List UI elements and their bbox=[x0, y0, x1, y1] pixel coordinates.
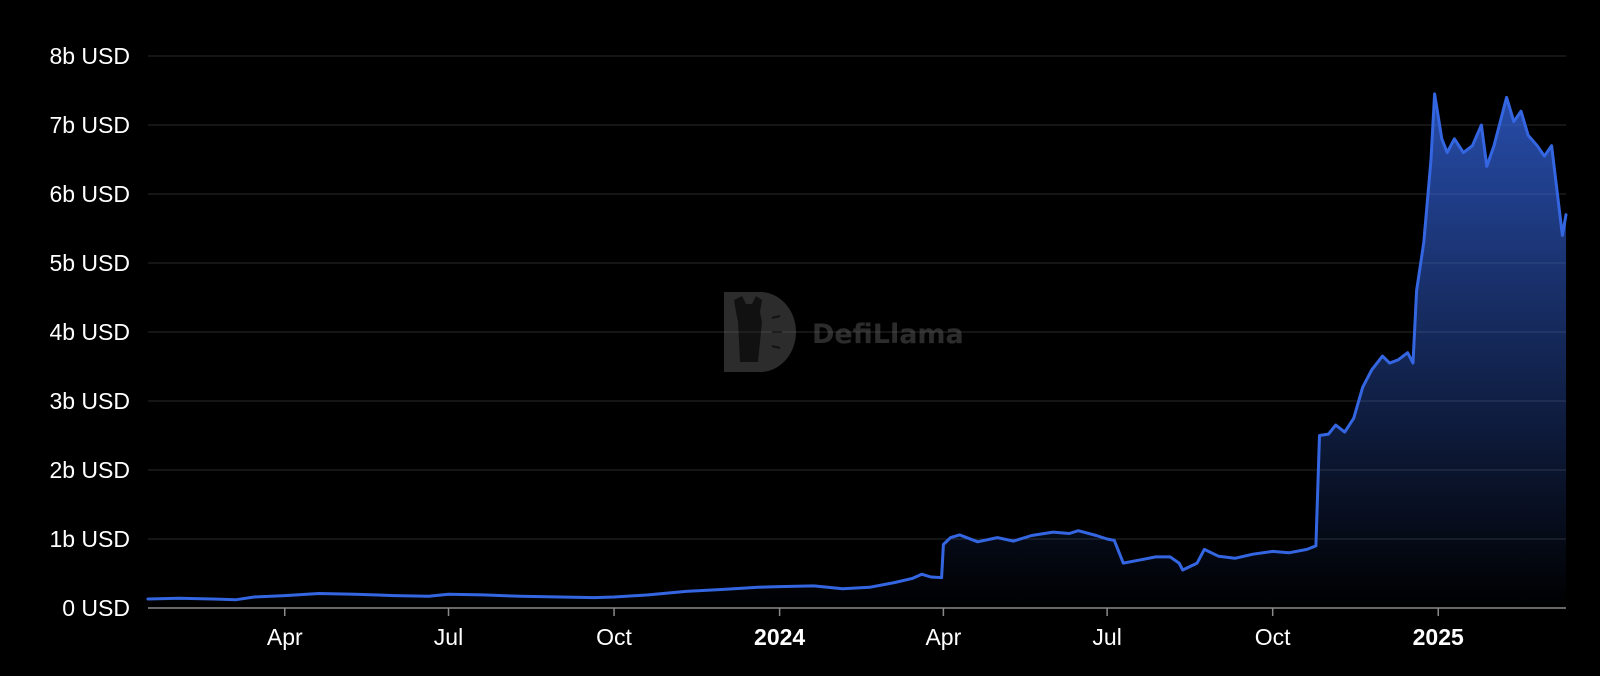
x-tick-label: Jul bbox=[1092, 624, 1121, 650]
y-tick-label: 4b USD bbox=[49, 319, 130, 345]
series-layer bbox=[146, 92, 1568, 608]
x-tick-label: Jul bbox=[434, 624, 463, 650]
watermark: DefiLlama bbox=[724, 292, 964, 372]
llama-logo-icon bbox=[724, 292, 796, 372]
series-line bbox=[146, 92, 1568, 602]
y-tick-label: 3b USD bbox=[49, 388, 130, 414]
y-tick-label: 2b USD bbox=[49, 457, 130, 483]
y-axis-ticks: 0 USD 1b USD 2b USD 3b USD 4b USD 5b USD 6b US… bbox=[49, 43, 130, 621]
x-tick-label: Apr bbox=[925, 624, 961, 650]
series-area bbox=[148, 93, 1566, 608]
y-tick-label: 0 USD bbox=[62, 595, 130, 621]
x-tick-label: 2024 bbox=[754, 624, 805, 650]
y-tick-label: 6b USD bbox=[49, 181, 130, 207]
x-tick-label: Oct bbox=[596, 624, 632, 650]
x-tick-label: Oct bbox=[1255, 624, 1291, 650]
x-tick-label: 2025 bbox=[1413, 624, 1464, 650]
y-tick-label: 7b USD bbox=[49, 112, 130, 138]
x-axis-ticks: Apr Jul Oct 2024 Apr Jul Oct 2025 bbox=[267, 608, 1464, 650]
y-tick-label: 1b USD bbox=[49, 526, 130, 552]
watermark-text: DefiLlama bbox=[812, 319, 964, 350]
y-tick-label: 5b USD bbox=[49, 250, 130, 276]
y-tick-label: 8b USD bbox=[49, 43, 130, 69]
x-tick-label: Apr bbox=[267, 624, 303, 650]
grid-lines bbox=[148, 55, 1566, 540]
